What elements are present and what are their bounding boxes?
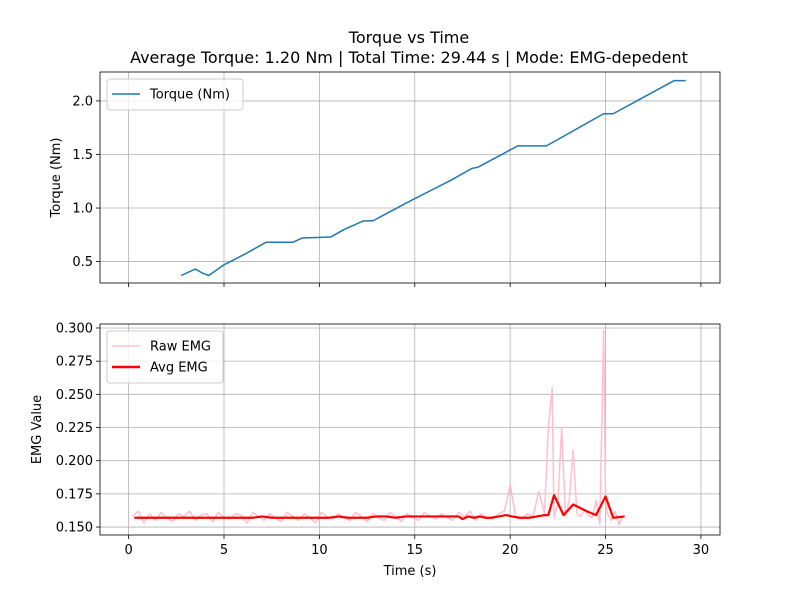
legend-label: Avg EMG	[150, 361, 208, 376]
legend-label: Torque (Nm)	[149, 88, 230, 103]
series-line-avg-emg	[134, 494, 625, 521]
y-tick-label: 0.250	[56, 388, 93, 403]
emg_plot: 0 5 10 15 20 25 30 0.150 0.175 0.200 0.225 0.250 0.2…	[30, 321, 721, 579]
x-tick-label: 15	[406, 543, 423, 558]
x-tick-label: 30	[693, 543, 710, 558]
x-axis-label: Time (s)	[383, 564, 437, 579]
y-tick-label: 0.225	[56, 421, 93, 436]
x-tick-label: 5	[220, 543, 228, 558]
torque_plot: 0.5 1.0 1.5 2.0 Torque (Nm) Torque (Nm)	[49, 71, 721, 287]
chart-subtitle: Average Torque: 1.20 Nm | Total Time: 29…	[130, 48, 688, 67]
legend-box	[106, 330, 224, 384]
y-tick-label: 0.175	[56, 487, 93, 502]
y-tick-label: 2.0	[72, 94, 93, 109]
axes-frame	[99, 323, 721, 536]
x-tick-label: 25	[597, 543, 614, 558]
y-tick-label: 0.200	[56, 454, 93, 469]
y-axis-label: Torque (Nm)	[49, 138, 64, 219]
legend: Raw EMG Avg EMG	[106, 330, 224, 384]
legend-box	[106, 78, 244, 111]
chart-title: Torque vs Time	[348, 28, 469, 47]
axes-frame	[99, 71, 721, 284]
x-tick-label: 10	[311, 543, 328, 558]
legend-label: Raw EMG	[150, 340, 211, 355]
legend: Torque (Nm)	[106, 78, 244, 111]
x-tick-label: 20	[502, 543, 519, 558]
y-tick-label: 1.0	[72, 202, 93, 217]
y-tick-label: 0.275	[56, 355, 93, 370]
y-tick-label: 0.5	[72, 255, 93, 270]
y-tick-label: 0.300	[56, 321, 93, 336]
x-tick-label: 0	[124, 543, 132, 558]
y-tick-label: 0.150	[56, 521, 93, 536]
y-tick-label: 1.5	[72, 148, 93, 163]
series-line-torque-nm	[180, 79, 686, 277]
y-axis-label: EMG Value	[30, 395, 45, 464]
